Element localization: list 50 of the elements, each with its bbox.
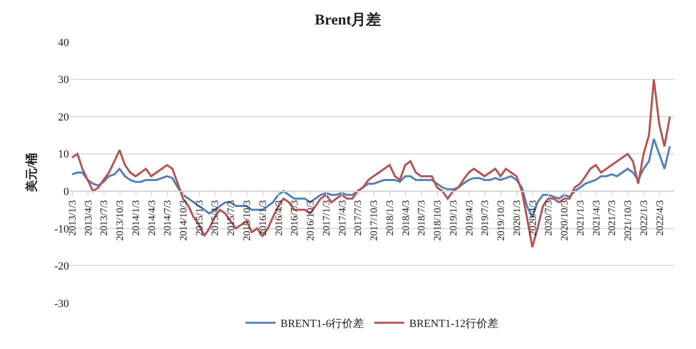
x-tick-label: 2016/10/3 — [306, 200, 317, 241]
x-tick-label: 2019/7/3 — [480, 200, 492, 236]
x-tick-label: 2017/7/3 — [353, 200, 364, 236]
x-tick-label: 2021/1/3 — [576, 200, 587, 236]
x-tick-label: 2022/1/3 — [639, 200, 650, 236]
y-axis-title: 美元/桶 — [24, 152, 39, 194]
x-tick-label: 2018/10/3 — [432, 200, 444, 241]
x-tick-label: 2013/4/3 — [83, 200, 94, 236]
x-tick-label: 2013/10/3 — [115, 200, 126, 241]
y-tick-label: 30 — [58, 74, 70, 86]
x-tick-label: 2020/10/3 — [560, 200, 571, 241]
x-tick-label: 2014/10/3 — [178, 200, 190, 241]
x-tick-label: 2020/7/3 — [544, 200, 555, 236]
x-tick-label: 2021/4/3 — [591, 200, 602, 236]
x-tick-label: 2016/1/3 — [258, 200, 270, 236]
chart-title: Brent月差 — [314, 11, 382, 28]
y-tick-label: -10 — [54, 223, 70, 236]
x-tick-label: 2018/4/3 — [400, 200, 412, 236]
x-tick-label: 2016/7/3 — [290, 200, 301, 236]
x-tick-label: 2021/10/3 — [623, 200, 634, 241]
x-tick-label: 2014/4/3 — [146, 200, 158, 236]
y-tick-label: 40 — [58, 36, 70, 49]
x-tick-label: 2017/10/3 — [369, 200, 380, 241]
x-tick-label: 2018/1/3 — [385, 200, 396, 236]
y-tick-label: 10 — [58, 148, 70, 161]
x-tick-label: 2021/7/3 — [607, 200, 618, 236]
legend-label: BRENT1-6行价差 — [280, 318, 364, 330]
x-tick-label: 2017/4/3 — [337, 200, 348, 236]
y-tick-label: -20 — [54, 260, 70, 273]
y-tick-label: 20 — [58, 111, 70, 124]
y-tick-label: -30 — [54, 298, 70, 310]
x-tick-label: 2019/4/3 — [464, 200, 476, 236]
y-tick-label: 0 — [64, 186, 70, 198]
x-tick-label: 2013/1/3 — [68, 200, 79, 236]
x-tick-label: 2015/7/3 — [226, 200, 238, 236]
legend-label: BRENT1-12行价差 — [409, 318, 498, 330]
x-tick-label: 2015/1/3 — [194, 200, 206, 236]
x-tick-label: 2020/4/3 — [528, 200, 539, 236]
x-tick-label: 2014/7/3 — [162, 200, 174, 236]
x-tick-label: 2015/4/3 — [210, 200, 222, 236]
x-tick-label: 2022/4/3 — [654, 200, 666, 236]
x-tick-label: 2016/4/3 — [274, 200, 285, 236]
x-tick-label: 2017/1/3 — [322, 200, 333, 236]
x-tick-label: 2014/1/3 — [131, 200, 142, 236]
x-tick-label: 2018/7/3 — [416, 200, 428, 236]
x-tick-label: 2019/10/3 — [496, 200, 508, 241]
x-tick-label: 2013/7/3 — [99, 200, 110, 236]
x-tick-label: 2020/1/3 — [512, 200, 524, 236]
x-tick-label: 2019/1/3 — [448, 200, 460, 236]
x-tick-label: 2015/10/3 — [242, 200, 254, 241]
